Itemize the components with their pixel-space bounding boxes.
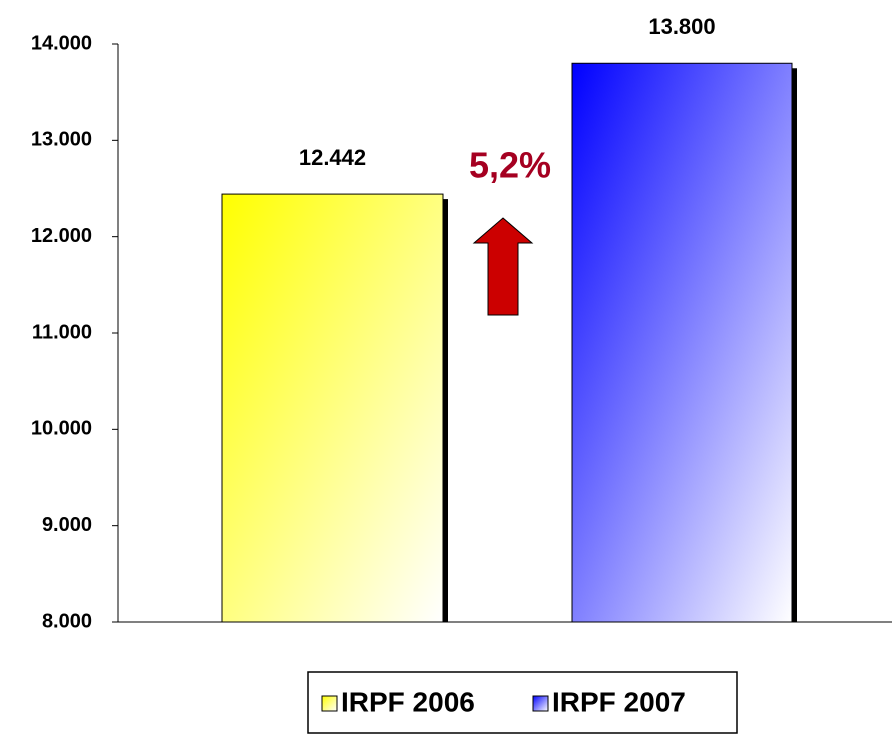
legend-label: IRPF 2006 [341,686,475,717]
legend-box [307,671,738,734]
annotation: 5,2% [469,145,551,186]
bar [571,62,793,623]
y-tick-label: 14.000 [31,32,92,54]
y-tick-label: 13.000 [31,129,92,151]
y-tick-label: 9.000 [42,514,92,536]
y-tick-label: 11.000 [32,321,92,343]
y-tick-label: 12.000 [31,225,92,247]
y-tick-label: 10.000 [31,418,92,440]
legend-marker [321,695,338,712]
bar [221,193,444,623]
legend-label: IRPF 2007 [552,686,686,717]
y-tick-label: 8.000 [42,610,92,632]
value-label: 12.442 [299,145,366,170]
legend-marker [532,695,549,712]
value-label: 13.800 [648,14,715,39]
arrow [472,217,534,316]
